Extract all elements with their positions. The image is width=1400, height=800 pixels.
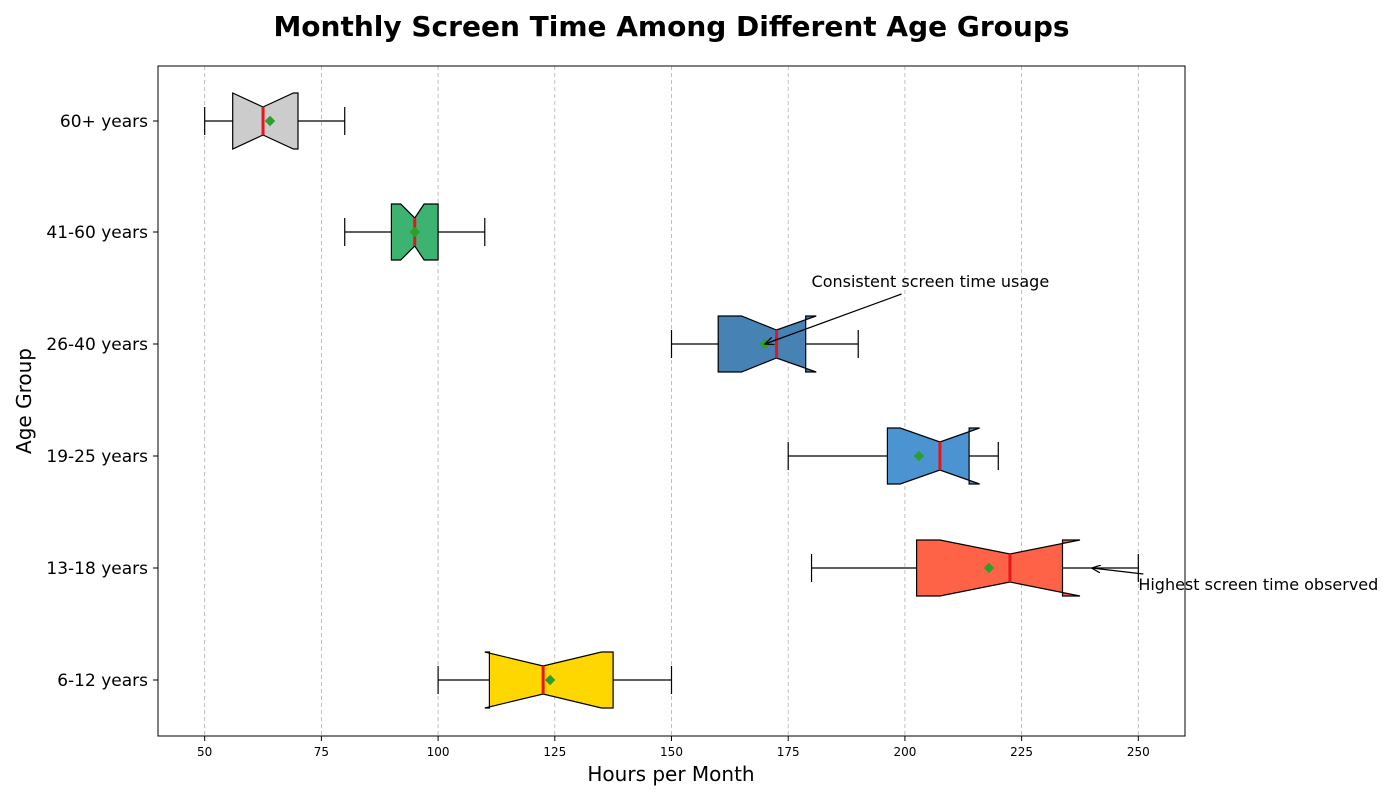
x-tick-label: 200 (893, 745, 916, 759)
mean-marker (409, 226, 421, 238)
mean-marker (913, 450, 925, 462)
y-tick-label: 41-60 years (46, 223, 148, 243)
x-axis-label: Hours per Month (587, 762, 754, 786)
box-19-25-years (787, 427, 999, 485)
y-tick-label: 60+ years (60, 112, 148, 132)
mean-marker (264, 115, 276, 127)
x-tick-label: 225 (1010, 745, 1033, 759)
annotation-arrow (765, 293, 902, 344)
mean-marker (983, 562, 995, 574)
box-13-18-years (810, 539, 1139, 597)
y-axis-ticks: 6-12 years 13-18 years 19-25 years 26-40 ye… (46, 112, 158, 691)
annotation-text: Consistent screen time usage (812, 272, 1050, 291)
chart-title: Monthly Screen Time Among Different Age … (273, 10, 1070, 43)
x-tick-label: 250 (1127, 745, 1150, 759)
box-60-years (204, 92, 346, 150)
x-axis-ticks: 50 75 100 125 150 175 200 225 250 (197, 736, 1150, 759)
box-body (915, 539, 1081, 597)
box-6-12-years (437, 651, 673, 709)
box-41-60-years (344, 203, 486, 261)
plot-area (158, 66, 1185, 736)
x-tick-label: 175 (777, 745, 800, 759)
x-tick-label: 75 (314, 745, 329, 759)
annotations: Highest screen time observed Consistent s… (765, 272, 1378, 594)
y-tick-label: 13-18 years (46, 559, 148, 579)
mean-marker (544, 674, 556, 686)
x-tick-label: 150 (660, 745, 683, 759)
y-tick-label: 19-25 years (46, 447, 148, 467)
box-body (886, 427, 980, 485)
x-tick-label: 50 (197, 745, 212, 759)
y-tick-label: 6-12 years (57, 671, 148, 691)
annotation-text: Highest screen time observed (1138, 575, 1378, 594)
x-tick-label: 125 (543, 745, 566, 759)
annotation-arrow (1092, 568, 1144, 575)
y-axis-label: Age Group (12, 348, 36, 454)
x-tick-label: 100 (427, 745, 450, 759)
y-tick-label: 26-40 years (46, 335, 148, 355)
